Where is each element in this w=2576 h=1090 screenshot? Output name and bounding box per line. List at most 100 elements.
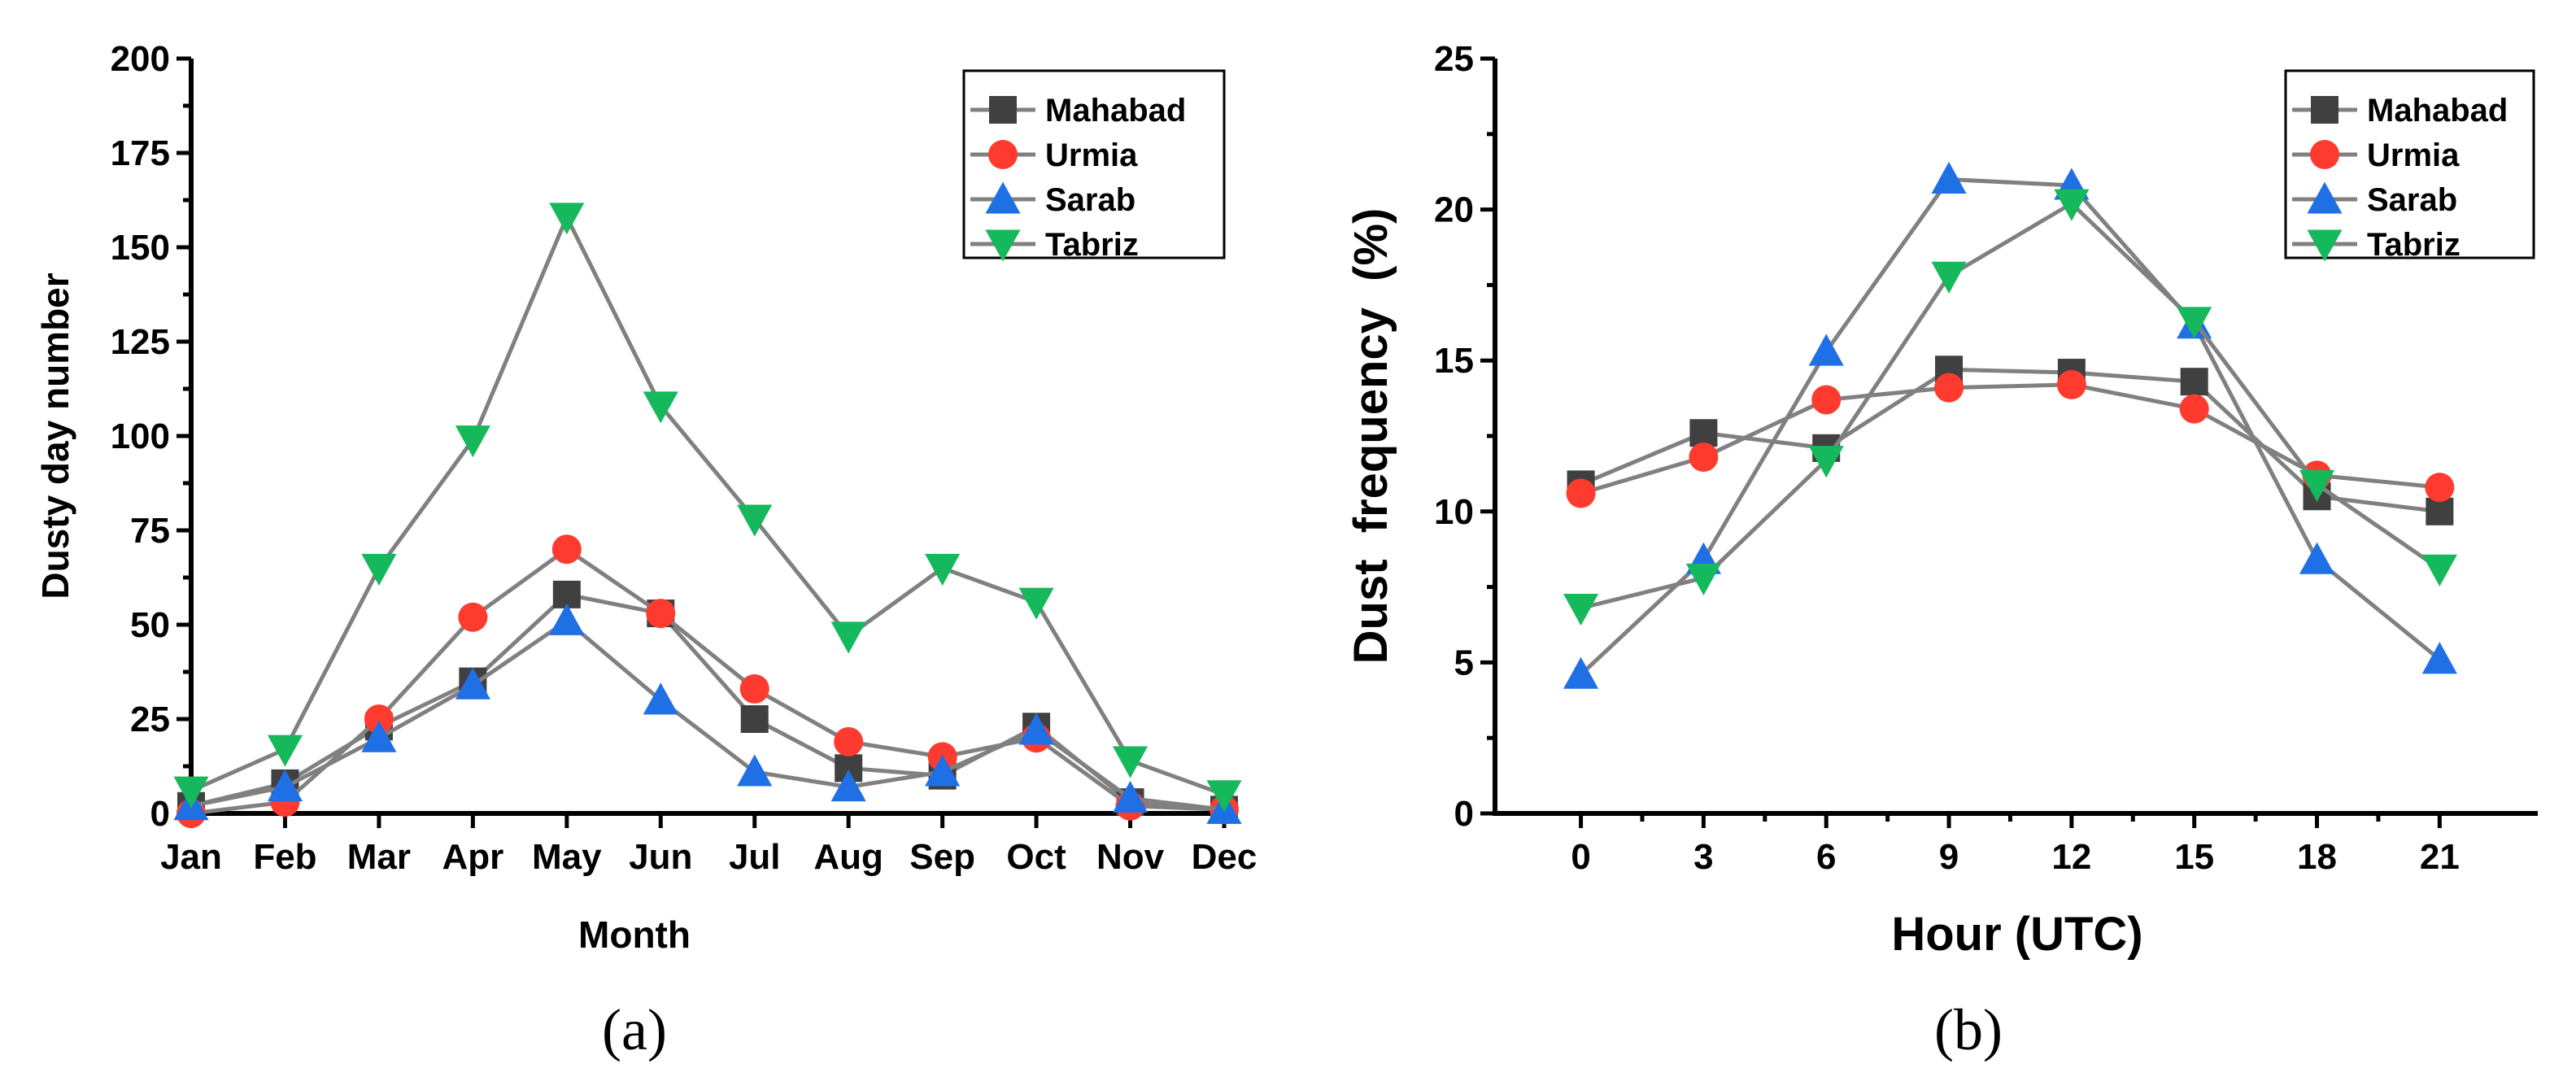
y-tick-label: 125 [111,322,170,362]
data-point [1566,478,1596,508]
series-line [190,547,1225,816]
data-point [549,203,585,235]
y-tick-label: 150 [111,228,170,268]
data-point [1808,446,1844,478]
series-tabriz [173,203,1242,813]
data-point [458,602,488,632]
data-point [739,674,769,704]
data-point [455,425,490,458]
y-tick-label: 200 [111,39,170,79]
data-point [1112,780,1149,813]
chart-b-series [1563,161,2457,689]
y-tick-label: 25 [130,700,170,739]
legend-marker [985,229,1021,262]
data-point [173,776,209,809]
chart-a-panel-label: (a) [602,997,667,1062]
series-line [1580,201,2441,611]
y-tick-label: 100 [111,416,170,456]
x-tick-label: 9 [1939,837,1959,877]
data-point [830,621,866,654]
legend-marker [2311,96,2338,124]
data-point [361,720,397,752]
x-tick-label: Nov [1096,837,1165,877]
x-tick-label: Dec [1192,837,1257,877]
data-point [737,504,773,537]
x-tick-label: May [532,837,602,877]
series-sarab [173,603,1242,824]
legend-marker [989,96,1017,124]
x-tick-label: Jun [629,837,692,877]
data-point [643,682,678,715]
data-point [1934,373,1964,403]
data-point [2425,473,2455,503]
data-point [1689,419,1718,447]
data-point [1685,563,1721,596]
x-tick-label: 3 [1693,837,1713,877]
chart-a-y-ticks: 0 25 50 75 100 125 150 175 200 [111,39,191,834]
legend-marker [988,140,1018,169]
legend-item-sarab: Sarab [2292,181,2457,218]
x-tick-label: 18 [2297,837,2337,877]
data-point [1931,161,1967,194]
data-point [2421,642,2457,674]
legend-label: Mahabad [2367,93,2508,129]
data-point [267,735,303,767]
legend-item-tabriz: Tabriz [2292,227,2460,263]
legend-label: Urmia [2367,137,2460,173]
data-point [455,667,490,700]
x-tick-label: Feb [253,837,316,877]
data-point [1931,261,1967,294]
legend-label: Tabriz [1045,227,1139,263]
x-tick-label: 21 [2420,837,2460,877]
legend-label: Mahabad [1045,93,1186,129]
series-mahabad [177,580,1238,824]
series-line [190,211,1225,797]
data-point [1563,594,1599,626]
data-point [1112,746,1149,778]
data-point [1018,587,1054,620]
data-point [2177,307,2212,339]
chart-b-x-ticks: 0 3 6 9 12 15 18 21 [1571,813,2460,877]
x-tick-label: Jan [160,837,222,877]
chart-b-legend: Mahabad Urmia Sarab Tabriz [2284,69,2535,263]
legend-marker [2307,181,2343,214]
x-tick-label: Oct [1006,837,1066,877]
y-tick-label: 175 [111,133,170,173]
data-point [2180,368,2208,396]
data-point [267,769,303,802]
series-tabriz [1563,189,2457,626]
legend-item-urmia: Urmia [2292,137,2460,173]
legend-label: Sarab [2367,182,2457,218]
x-tick-label: Apr [442,837,503,877]
legend-marker [2307,229,2343,262]
data-point [740,705,769,733]
data-point [361,553,397,586]
legend-marker [985,181,1021,214]
data-point [364,704,394,734]
chart-b-x-axis-title: Hour (UTC) [1891,908,2142,961]
data-point [737,754,773,787]
legend-item-mahabad: Mahabad [970,93,1186,129]
data-point [925,553,961,586]
legend-label: Sarab [1045,182,1135,218]
data-point [1689,442,1719,472]
series-mahabad [1567,355,2454,525]
chart-b-y-ticks: 0 5 10 15 20 25 [1434,39,1495,834]
legend-marker [2310,140,2339,169]
data-point [2299,469,2335,502]
legend-item-tabriz: Tabriz [970,227,1139,263]
x-tick-label: 0 [1571,837,1590,877]
legend-item-urmia: Urmia [970,137,1138,173]
legend-item-sarab: Sarab [970,181,1135,218]
y-tick-label: 5 [1454,643,1474,682]
data-point [2179,394,2209,424]
y-tick-label: 10 [1434,492,1474,532]
y-tick-label: 0 [1454,794,1474,834]
data-point [646,599,676,629]
y-tick-label: 0 [150,794,170,834]
chart-b-panel-label: (b) [1934,997,2003,1062]
y-tick-label: 20 [1434,190,1474,230]
chart-a-x-axis-title: Month [578,913,691,956]
x-tick-label: Jul [729,837,781,877]
